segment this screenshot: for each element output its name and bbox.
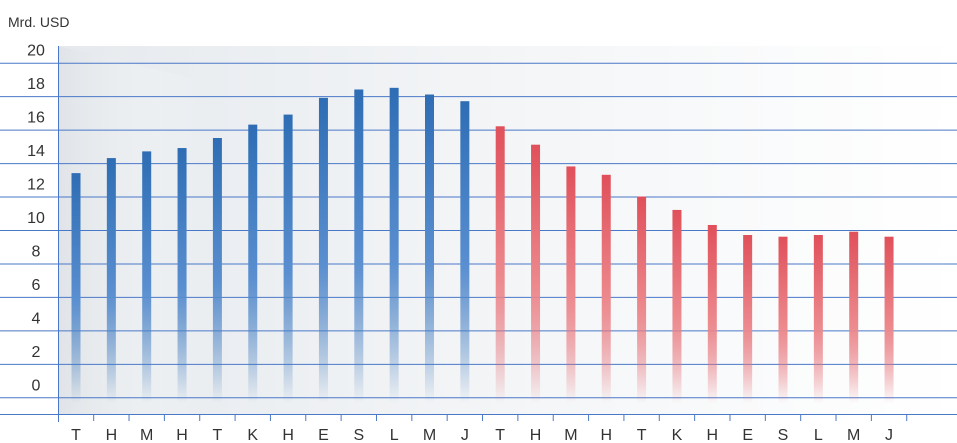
y-tick-label: 2 [32,344,41,361]
x-tick-label: M [564,427,577,443]
y-tick-label: 16 [27,110,45,127]
bar [637,196,647,404]
bar [425,94,434,404]
x-tick-label: S [778,427,789,443]
x-tick-label: M [140,427,153,443]
bar [531,144,541,404]
bar [283,114,293,404]
bar [778,236,788,404]
bar [212,138,222,404]
bar [884,236,894,404]
bar [849,231,859,404]
bar [318,97,328,404]
x-tick-label: H [282,427,294,443]
bar [460,101,470,404]
y-tick-label: 0 [32,377,41,394]
x-tick-label: E [318,427,329,443]
y-tick-label: 6 [32,277,41,294]
x-tick-label: E [742,427,753,443]
x-tick-label: H [176,427,188,443]
bar [177,148,187,404]
x-tick-label: T [213,427,223,443]
y-tick-label: 12 [27,177,45,194]
bar [813,235,823,404]
x-tick-label: J [461,427,469,443]
x-tick-label: K [247,427,258,443]
y-tick-label: 18 [27,76,45,93]
x-tick-label: T [637,427,647,443]
x-tick-label: H [106,427,118,443]
bar [142,151,152,404]
bar [248,124,258,404]
y-tick-label: 10 [27,210,45,227]
bar [495,126,505,404]
bar [672,209,682,404]
x-tick-label: H [600,427,612,443]
x-tick-label: H [530,427,542,443]
x-tick-label: T [71,427,81,443]
y-tick-label: 14 [27,143,45,160]
x-tick-label: S [353,427,364,443]
y-tick-label: 4 [32,310,41,327]
x-tick-label: M [423,427,436,443]
x-tick-label: J [885,427,893,443]
x-tick-label: T [495,427,505,443]
y-tick-label: 20 [27,43,45,60]
bar [71,173,81,404]
y-tick-label: 8 [32,243,41,260]
y-axis-unit-label: Mrd. USD [8,14,69,30]
x-tick-label: L [390,427,399,443]
bars [71,87,894,404]
bar [601,174,611,404]
x-tick-label: L [814,427,823,443]
bar [106,158,116,404]
bar [707,224,717,404]
x-tick-label: H [707,427,719,443]
y-axis: 0 2 4 6 8 10 12 14 16 18 20 [27,43,45,395]
x-tick-label: M [847,427,860,443]
bar [354,89,364,404]
bar [389,87,399,404]
bar [566,166,576,404]
bar [743,235,753,404]
gridlines [0,46,957,422]
x-tick-label: K [672,427,683,443]
